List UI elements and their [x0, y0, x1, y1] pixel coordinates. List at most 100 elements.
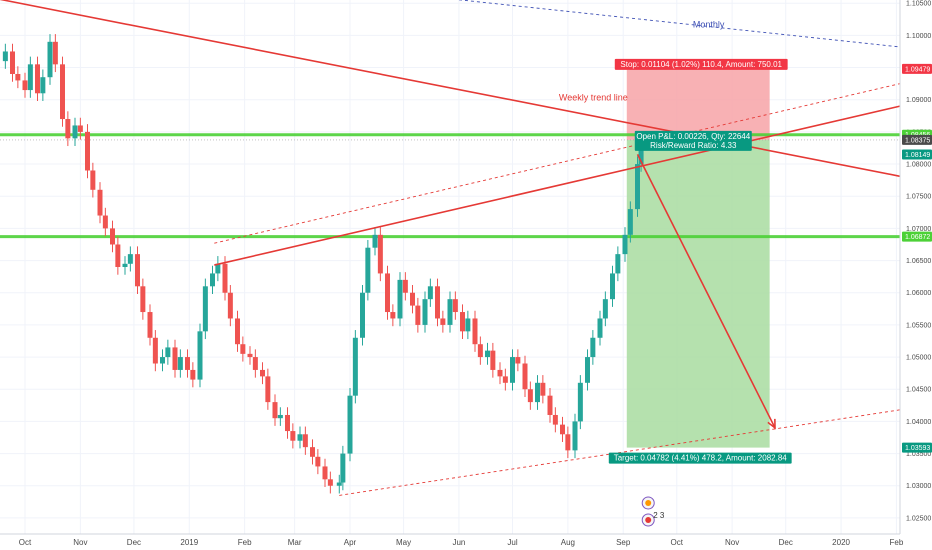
candle-body: [277, 414, 283, 419]
candle-body: [172, 347, 178, 370]
price-tick-label: 1.05000: [906, 355, 931, 362]
price-tick-label: 1.07000: [906, 226, 931, 233]
candle-body: [127, 254, 133, 264]
price-axis-bg: [900, 0, 932, 550]
candle-body: [440, 318, 446, 325]
time-tick-label: Nov: [725, 538, 739, 547]
position-zones: [626, 68, 770, 448]
candle-body: [397, 279, 403, 319]
events-marker[interactable]: 2 3: [641, 496, 665, 527]
candle-body: [327, 479, 333, 486]
candle-body: [97, 189, 103, 216]
candle-body: [240, 344, 246, 354]
candle-body: [460, 312, 465, 332]
candle-body: [60, 64, 65, 120]
time-tick-label: May: [396, 538, 411, 547]
candle-body: [110, 228, 115, 245]
price-tag-label: 1.03593: [905, 445, 930, 452]
stop-zone[interactable]: [626, 68, 770, 140]
trend-line-monthly[interactable]: [161, 0, 901, 48]
candle-body: [585, 357, 590, 383]
stop-text: Stop: 0.01104 (1.02%) 110.4, Amount: 750…: [620, 60, 782, 69]
price-tick-label: 1.06000: [906, 290, 931, 297]
candle-body: [352, 337, 358, 396]
target-zone[interactable]: [626, 139, 770, 448]
time-tick-label: Jul: [507, 538, 517, 547]
candle-body: [265, 376, 271, 403]
candle-body: [547, 395, 553, 415]
time-tick-label: Dec: [779, 538, 793, 547]
candle-body: [190, 369, 196, 380]
monthly-label[interactable]: Monthly: [693, 20, 725, 30]
candle-body: [285, 414, 290, 432]
price-tag-label: 1.06872: [905, 234, 930, 241]
target-box[interactable]: Target: 0.04782 (4.41%) 478.2, Amount: 2…: [608, 452, 792, 464]
candle-body: [402, 279, 408, 293]
time-tick-label: 2020: [832, 538, 850, 547]
candle-body: [152, 337, 158, 364]
weekly-trend-label[interactable]: Weekly trend line: [559, 92, 628, 102]
trend-line-channel-upper[interactable]: [214, 105, 901, 266]
candle-body: [165, 347, 171, 358]
price-tags: 1.094791.084561.083751.081491.068721.035…: [902, 63, 932, 453]
candle-body: [365, 247, 371, 293]
candle-body: [527, 389, 533, 403]
candle-body: [65, 119, 71, 139]
candle-body: [410, 292, 415, 306]
trend-line-channel-upper-parallel[interactable]: [214, 83, 901, 244]
open-pnl-text: Open P&L: 0.00226, Qty: 22644: [636, 132, 750, 141]
candle-body: [622, 234, 628, 255]
candle-body: [272, 402, 278, 419]
candle-body: [52, 41, 58, 65]
candles: [2, 34, 644, 494]
event-flag-icon: [645, 500, 652, 506]
candle-body: [435, 286, 440, 319]
candle-body: [565, 434, 571, 451]
price-axis[interactable]: 1.105001.100001.095001.090001.085001.080…: [899, 0, 932, 550]
candle-body: [552, 414, 558, 425]
candle-body: [497, 369, 503, 377]
candle-body: [627, 209, 633, 235]
candle-body: [210, 273, 215, 287]
candle-body: [372, 234, 378, 248]
candle-body: [540, 382, 546, 396]
candle-body: [10, 51, 15, 74]
candle-body: [247, 353, 253, 358]
candle-body: [297, 434, 303, 441]
candle-body: [427, 286, 433, 300]
candle-body: [122, 263, 128, 267]
candle-body: [502, 376, 508, 383]
projection-arrow[interactable]: [636, 154, 776, 430]
candle-body: [102, 215, 108, 229]
candle-body: [465, 318, 471, 332]
candle-body: [22, 80, 28, 91]
events-count: 2 3: [653, 511, 665, 520]
candle-body: [222, 263, 228, 293]
candle-body: [415, 305, 421, 325]
time-tick-label: Oct: [671, 538, 684, 547]
time-tick-label: Feb: [238, 538, 252, 547]
open-pnl-box[interactable]: Open P&L: 0.00226, Qty: 22644 Risk/Rewar…: [634, 130, 752, 151]
time-tick-label: Dec: [127, 538, 141, 547]
price-tick-label: 1.09000: [906, 97, 931, 104]
candle-body: [340, 453, 346, 483]
candle-body: [477, 344, 483, 358]
candle-body: [160, 357, 165, 364]
stop-box[interactable]: Stop: 0.01104 (1.02%) 110.4, Amount: 750…: [614, 58, 788, 70]
candle-body: [510, 357, 515, 383]
candle-body: [197, 331, 203, 380]
time-tick-label: Mar: [288, 538, 302, 547]
candle-body: [610, 273, 615, 300]
candle-body: [385, 273, 390, 313]
candle-body: [140, 286, 146, 313]
candle-body: [235, 318, 240, 345]
candle-body: [447, 299, 453, 325]
time-axis-bg: [0, 534, 932, 550]
candle-body: [360, 292, 365, 338]
candle-body: [572, 421, 578, 451]
candle-body: [77, 125, 83, 132]
candle-body: [322, 466, 328, 480]
candle-body: [2, 51, 8, 62]
time-axis[interactable]: Oct Nov Dec 2019 Feb Mar Apr May Jun Jul Aug Sep Oct…: [0, 533, 932, 550]
